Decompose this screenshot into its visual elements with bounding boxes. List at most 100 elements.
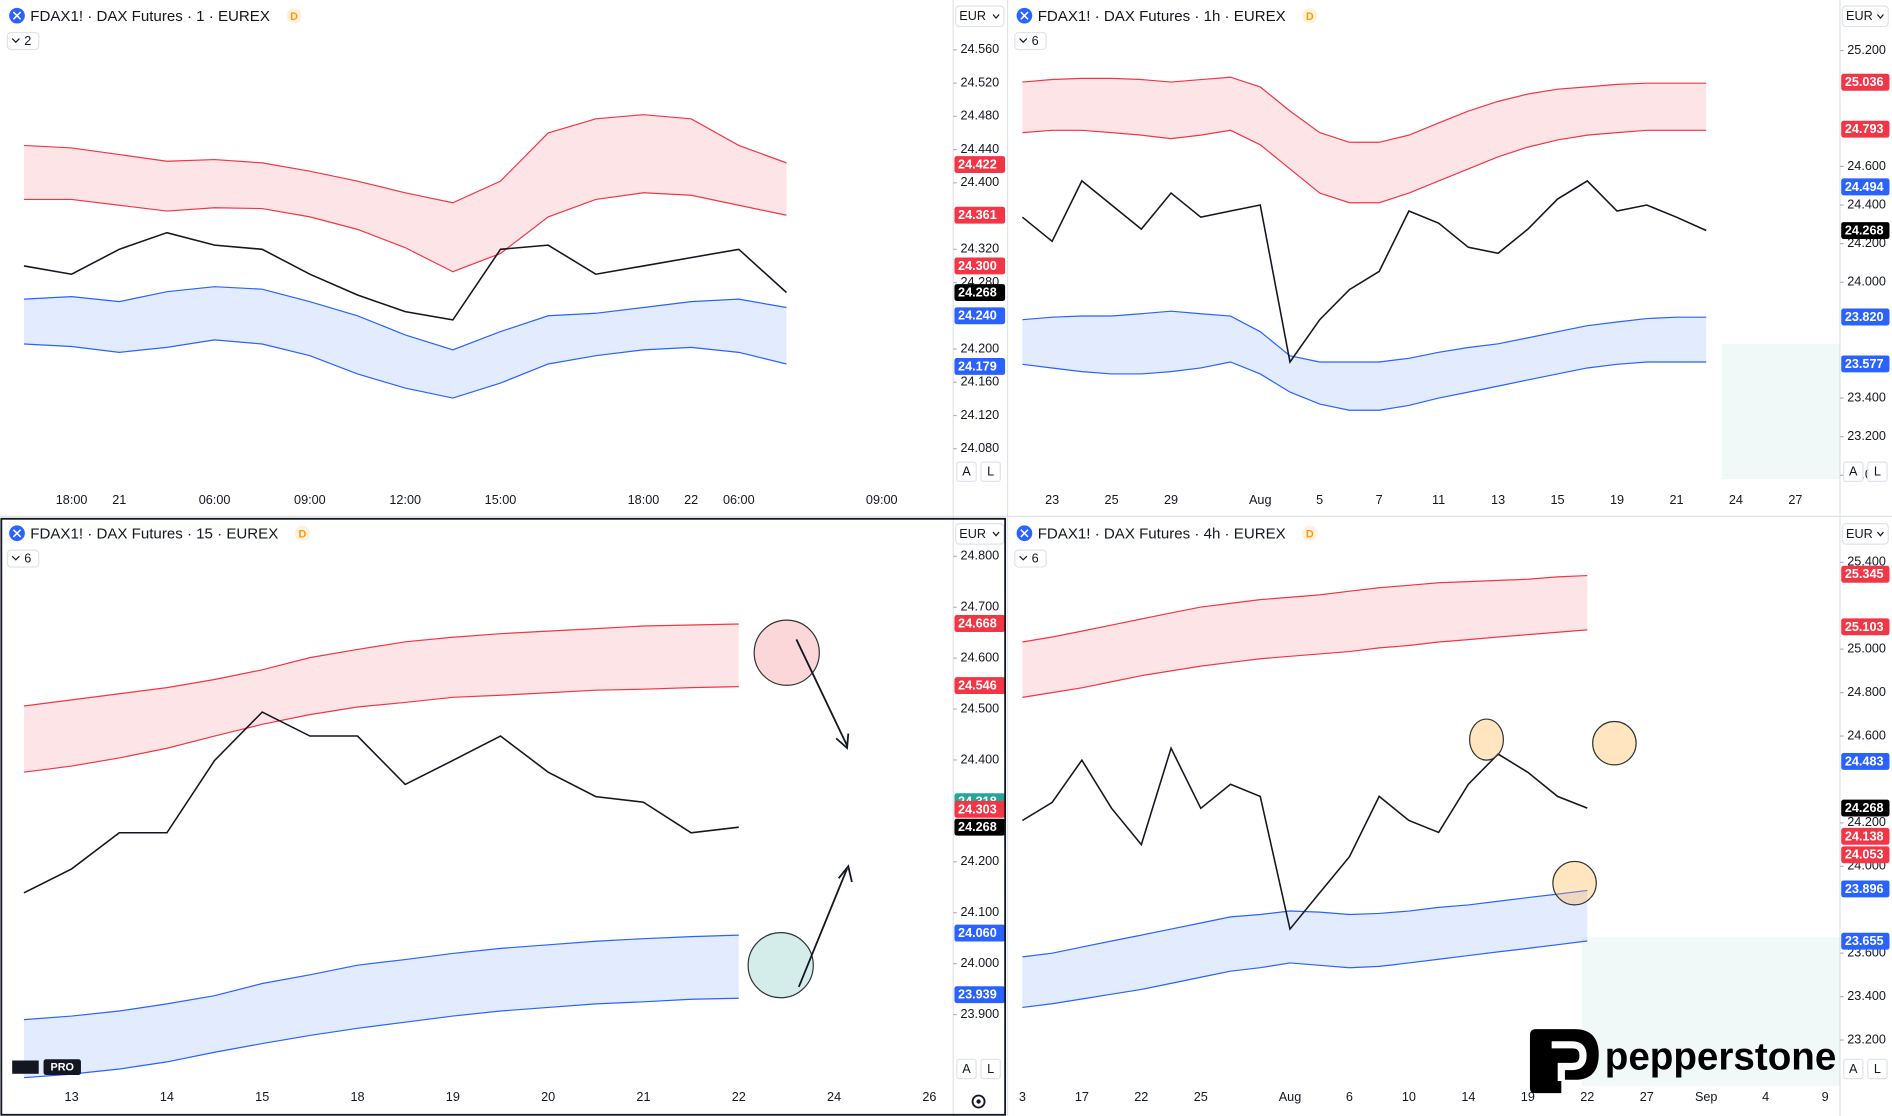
y-tick-label: 24.560 bbox=[960, 42, 999, 56]
scale-button[interactable] bbox=[1843, 461, 1864, 482]
indicators-toggle[interactable] bbox=[6, 549, 40, 568]
currency-select[interactable] bbox=[955, 5, 1005, 28]
price-badge-label: 24.483 bbox=[1845, 754, 1884, 768]
price-badge-label: 23.820 bbox=[1845, 310, 1884, 324]
indicators-count: 6 bbox=[1032, 552, 1039, 566]
symbol-icon-mark bbox=[1020, 11, 1029, 20]
price-line bbox=[23, 711, 739, 894]
chart-title: FDAX1! · DAX Futures · 1 · EUREX bbox=[30, 8, 270, 25]
price-badge-label: 24.546 bbox=[958, 679, 997, 693]
scale-button[interactable] bbox=[1867, 461, 1888, 482]
price-badge-label: 24.361 bbox=[958, 208, 997, 222]
settings-icon[interactable] bbox=[971, 1094, 986, 1109]
x-tick-label: 15:00 bbox=[485, 493, 517, 507]
chevron bbox=[992, 14, 1000, 20]
x-tick-label: 3 bbox=[1019, 1090, 1026, 1104]
scale-button[interactable] bbox=[956, 461, 977, 482]
symbol-icon-mark bbox=[12, 11, 22, 20]
price-badge bbox=[954, 206, 1006, 224]
band-edge bbox=[1022, 629, 1588, 698]
y-tick-label: 24.600 bbox=[960, 650, 999, 664]
price-line bbox=[23, 231, 787, 321]
indicators-toggle[interactable] bbox=[6, 31, 40, 51]
x-tick-label: 13 bbox=[65, 1090, 79, 1104]
x-tick-label: 23 bbox=[1045, 493, 1059, 507]
x-tick-label: 10 bbox=[1402, 1090, 1416, 1104]
band-edge bbox=[23, 623, 739, 707]
currency-select[interactable] bbox=[1841, 5, 1889, 28]
annotation-circle bbox=[1552, 860, 1597, 906]
price-badge bbox=[1841, 308, 1890, 326]
projection-zone bbox=[1721, 343, 1841, 479]
band-edge bbox=[23, 192, 787, 273]
flag: D bbox=[299, 528, 307, 540]
band-edge bbox=[23, 934, 739, 1021]
band-edge bbox=[23, 997, 739, 1079]
annotation-circle bbox=[1592, 720, 1637, 766]
scale-button-label: L bbox=[1874, 1062, 1881, 1076]
scale-button-label: L bbox=[987, 465, 994, 479]
x-tick-label: 18:00 bbox=[56, 493, 88, 507]
scale-button[interactable] bbox=[956, 1058, 977, 1080]
currency-select[interactable] bbox=[1841, 523, 1889, 545]
x-tick-label: 22 bbox=[1580, 1090, 1594, 1104]
price-badge-label: 23.896 bbox=[1845, 882, 1884, 896]
price-badge-label: 24.053 bbox=[1845, 848, 1884, 862]
y-tick-label: 24.500 bbox=[960, 701, 999, 715]
x-tick-label: 24 bbox=[827, 1090, 841, 1104]
pro-badge bbox=[43, 1059, 81, 1075]
indicators-toggle[interactable] bbox=[1014, 31, 1047, 51]
scale-button-label: L bbox=[987, 1062, 994, 1076]
symbol-icon-mark bbox=[1020, 529, 1029, 538]
x-tick-label: 9 bbox=[1822, 1090, 1829, 1104]
price-badge-label: 24.793 bbox=[1845, 122, 1884, 136]
chevron bbox=[992, 531, 1000, 537]
y-tick-label: 24.200 bbox=[960, 341, 999, 355]
scale-button[interactable] bbox=[980, 461, 1001, 482]
price-badge bbox=[1841, 752, 1890, 770]
chevron bbox=[11, 555, 20, 561]
scale-button[interactable] bbox=[1867, 1058, 1888, 1080]
x-tick-label: 19 bbox=[1610, 493, 1624, 507]
price-badge bbox=[1841, 618, 1890, 636]
projection-zone bbox=[1581, 937, 1841, 1086]
y-tick-label: 25.400 bbox=[1847, 555, 1886, 569]
price-badge bbox=[954, 924, 1006, 942]
currency-select[interactable] bbox=[955, 523, 1005, 545]
x-tick-label: 14 bbox=[160, 1090, 174, 1104]
annotation-arrow bbox=[795, 639, 848, 746]
band-fill bbox=[1022, 890, 1588, 1008]
x-tick-label: Aug bbox=[1249, 493, 1272, 507]
scale-button-label: A bbox=[1849, 465, 1858, 479]
scale-button[interactable] bbox=[1843, 1058, 1864, 1080]
x-tick-label: 18 bbox=[350, 1090, 364, 1104]
indicators-toggle[interactable] bbox=[1014, 549, 1047, 568]
price-badge bbox=[954, 818, 1006, 836]
flag-badge bbox=[1302, 7, 1318, 24]
scale-button-label: A bbox=[1849, 1062, 1858, 1076]
band-edge bbox=[1022, 76, 1707, 143]
band-edge bbox=[1022, 310, 1707, 363]
band-edge bbox=[23, 339, 787, 399]
x-tick-label: 24 bbox=[1729, 493, 1743, 507]
y-tick-label: 24.200 bbox=[960, 854, 999, 868]
price-badge bbox=[1841, 827, 1890, 845]
arrow-head bbox=[837, 864, 853, 883]
y-tick-label: 24.400 bbox=[1847, 197, 1886, 211]
price-badge bbox=[954, 307, 1006, 325]
price-badge bbox=[954, 677, 1006, 695]
price-badge bbox=[1841, 846, 1890, 864]
x-tick-label: 15 bbox=[255, 1090, 269, 1104]
price-badge-label: 23.577 bbox=[1845, 357, 1884, 371]
price-badge-label: 24.422 bbox=[958, 157, 997, 171]
x-tick-label: 29 bbox=[1164, 493, 1178, 507]
scale-button[interactable] bbox=[980, 1058, 1001, 1080]
y-tick-label: 24.200 bbox=[1847, 236, 1886, 250]
price-badge bbox=[1841, 880, 1890, 898]
indicators-count: 6 bbox=[1032, 34, 1039, 48]
price-badge bbox=[954, 615, 1006, 632]
y-tick-label: 24.800 bbox=[960, 549, 999, 563]
price-badge-label: 24.668 bbox=[958, 616, 997, 630]
